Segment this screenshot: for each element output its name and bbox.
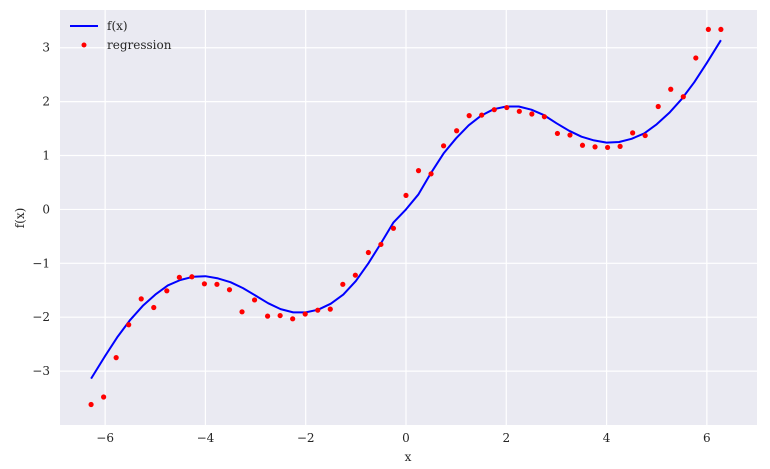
regression-point [403,192,409,199]
legend: f(x) regression [70,19,172,52]
regression-point [164,288,170,294]
x-axis-label: x [405,450,412,464]
regression-point [441,143,447,149]
x-tick-label: 2 [502,431,510,445]
regression-point [340,281,346,287]
regression-point [680,94,686,100]
series-regression-group [88,26,724,408]
regression-point [630,130,636,136]
y-tick-label: 1 [42,149,50,163]
x-tick-label: 6 [703,431,711,445]
regression-point [189,274,195,280]
regression-point [516,108,522,114]
x-tick-label: 0 [402,431,410,445]
regression-point [138,296,144,302]
regression-point [541,114,547,120]
regression-point [705,26,711,33]
y-tick-label: −2 [32,310,50,324]
regression-point [668,86,674,92]
plot-background [60,10,757,425]
regression-point [327,306,333,312]
y-axis-label: f(x) [13,208,27,229]
regression-point [88,401,94,408]
regression-point [201,281,208,287]
y-tick-label: 2 [42,95,50,109]
regression-point [567,132,573,138]
x-tick-label: −6 [96,431,114,445]
regression-point [479,112,485,118]
regression-point [126,322,132,328]
legend-swatch-regression [81,42,87,48]
regression-point [226,287,233,293]
y-tick-label: −1 [32,256,50,270]
regression-point [352,272,358,278]
regression-point [554,130,561,137]
regression-point [466,113,472,119]
regression-point [693,55,699,61]
legend-label-regression: regression [107,38,172,52]
y-tick-label: 3 [42,41,50,55]
regression-point [239,309,245,315]
regression-point [214,281,220,287]
regression-point [290,316,296,322]
regression-point [454,128,460,134]
regression-point [378,241,384,248]
regression-point [101,394,107,400]
x-tick-label: −4 [197,431,215,445]
regression-point [264,313,271,319]
x-tick-label: −2 [297,431,315,445]
regression-point [617,143,623,149]
regression-point [642,132,648,139]
regression-point [113,355,119,361]
regression-point [251,297,258,303]
x-tick-label: 4 [603,431,611,445]
regression-point [579,142,586,148]
regression-point [491,107,497,113]
regression-point [315,307,321,313]
regression-point [415,168,422,174]
regression-point [176,274,182,280]
regression-point [151,304,157,311]
series-fx-line [90,39,722,380]
regression-point [604,144,611,151]
regression-point [277,312,283,319]
y-tick-labels: −3 −2 −1 0 1 2 3 [32,41,50,378]
regression-point [302,311,308,317]
regression-point [504,104,510,111]
regression-point [655,103,661,110]
regression-point [529,111,535,117]
series-fx-group [90,39,722,380]
legend-label-fx: f(x) [107,19,128,33]
x-tick-labels: −6 −4 −2 0 2 4 6 [96,431,710,445]
regression-point [390,225,397,231]
regression-point [428,171,434,177]
regression-point [365,249,371,256]
regression-point [718,26,724,33]
y-tick-label: −3 [32,364,50,378]
regression-point [592,144,598,150]
y-tick-label: 0 [42,202,50,216]
grid [60,10,757,425]
